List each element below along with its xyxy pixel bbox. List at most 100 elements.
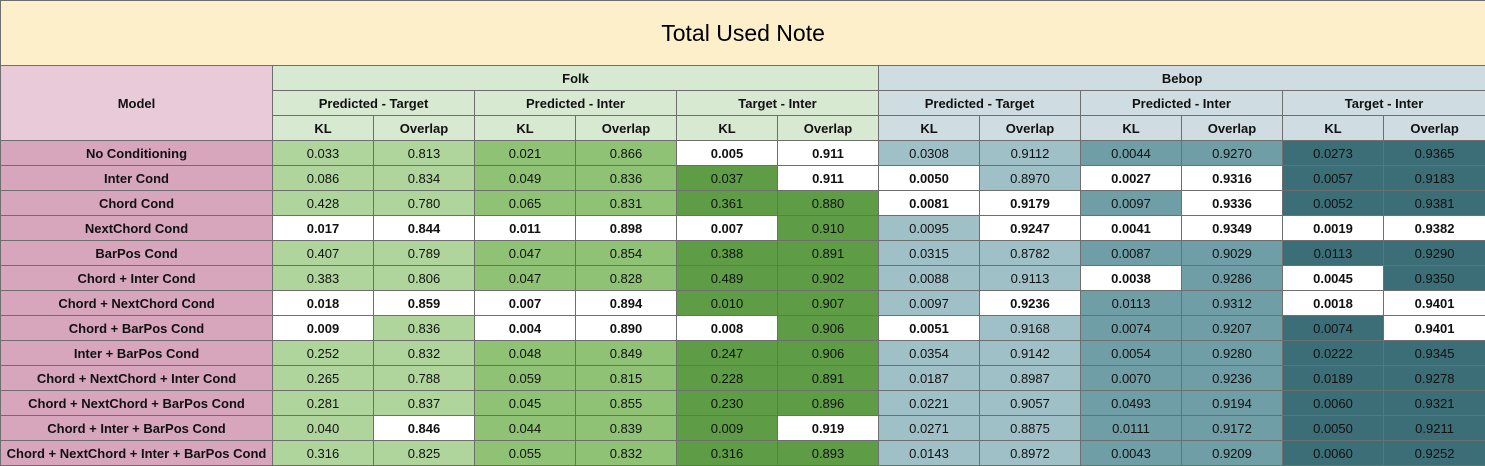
value-cell: 0.891 [777, 240, 879, 266]
value-cell: 0.0054 [1080, 340, 1182, 366]
value-cell: 0.9209 [1181, 440, 1283, 466]
value-cell: 0.9321 [1382, 390, 1485, 416]
value-cell: 0.018 [272, 290, 374, 316]
value-cell: 0.9316 [1181, 165, 1283, 191]
value-cell: 0.906 [777, 315, 879, 341]
metric-header: Overlap [1181, 115, 1283, 141]
value-cell: 0.0087 [1080, 240, 1182, 266]
group-header-bebop: Bebop [877, 65, 1485, 91]
value-cell: 0.891 [777, 365, 879, 391]
value-cell: 0.008 [676, 315, 778, 341]
value-cell: 0.361 [676, 190, 778, 216]
model-column-header: Model [0, 65, 273, 141]
value-cell: 0.839 [575, 415, 677, 441]
value-cell: 0.047 [474, 240, 576, 266]
value-cell: 0.0050 [878, 165, 980, 191]
metric-header: KL [474, 115, 576, 141]
value-cell: 0.033 [272, 140, 374, 166]
value-cell: 0.815 [575, 365, 677, 391]
value-cell: 0.907 [777, 290, 879, 316]
value-cell: 0.8972 [979, 440, 1081, 466]
value-cell: 0.9113 [979, 265, 1081, 291]
metric-header: KL [1282, 115, 1384, 141]
metric-header: KL [272, 115, 374, 141]
value-cell: 0.836 [575, 165, 677, 191]
value-cell: 0.388 [676, 240, 778, 266]
metric-header: KL [676, 115, 778, 141]
value-cell: 0.0273 [1282, 140, 1384, 166]
value-cell: 0.9247 [979, 215, 1081, 241]
value-cell: 0.0074 [1282, 315, 1384, 341]
value-cell: 0.849 [575, 340, 677, 366]
value-cell: 0.9401 [1382, 315, 1485, 341]
value-cell: 0.9207 [1181, 315, 1283, 341]
value-cell: 0.0070 [1080, 365, 1182, 391]
value-cell: 0.0018 [1282, 290, 1384, 316]
value-cell: 0.0038 [1080, 265, 1182, 291]
value-cell: 0.047 [474, 265, 576, 291]
value-cell: 0.0271 [878, 415, 980, 441]
model-name-cell: NextChord Cond [0, 215, 273, 241]
value-cell: 0.854 [575, 240, 677, 266]
value-cell: 0.0354 [878, 340, 980, 366]
value-cell: 0.9401 [1382, 290, 1485, 316]
value-cell: 0.9381 [1382, 190, 1485, 216]
value-cell: 0.0095 [878, 215, 980, 241]
value-cell: 0.252 [272, 340, 374, 366]
metric-header-row: KL Overlap KL Overlap KL Overlap KL Over… [1, 115, 1485, 141]
value-cell: 0.9290 [1382, 240, 1485, 266]
value-cell: 0.0052 [1282, 190, 1384, 216]
value-cell: 0.834 [373, 165, 475, 191]
metric-header: Overlap [777, 115, 879, 141]
value-cell: 0.9179 [979, 190, 1081, 216]
title-row: Total Used Note [0, 0, 1485, 66]
value-cell: 0.048 [474, 340, 576, 366]
model-name-cell: Chord Cond [0, 190, 273, 216]
table-row: Chord + NextChord Cond 0.018 0.859 0.007 0.8… [0, 290, 1485, 316]
value-cell: 0.230 [676, 390, 778, 416]
value-cell: 0.9142 [979, 340, 1081, 366]
model-name-cell: Chord + Inter Cond [0, 265, 273, 291]
value-cell: 0.0222 [1282, 340, 1384, 366]
pair-header: Predicted - Inter [474, 90, 677, 116]
table-row: Chord + BarPos Cond 0.009 0.836 0.004 0.890 0… [0, 315, 1485, 341]
value-cell: 0.0187 [878, 365, 980, 391]
value-cell: 0.894 [575, 290, 677, 316]
model-name-cell: Chord + NextChord + BarPos Cond [0, 390, 273, 416]
value-cell: 0.9252 [1382, 440, 1485, 466]
value-cell: 0.880 [777, 190, 879, 216]
pair-header: Target - Inter [1281, 90, 1485, 116]
value-cell: 0.813 [373, 140, 475, 166]
value-cell: 0.9183 [1382, 165, 1485, 191]
value-cell: 0.0097 [1080, 190, 1182, 216]
value-cell: 0.9365 [1382, 140, 1485, 166]
value-cell: 0.281 [272, 390, 374, 416]
value-cell: 0.044 [474, 415, 576, 441]
value-cell: 0.906 [777, 340, 879, 366]
table-row: Chord Cond 0.428 0.780 0.065 0.831 0.361 0.880… [0, 190, 1485, 216]
table-row: NextChord Cond 0.017 0.844 0.011 0.898 0.007 0… [0, 215, 1485, 241]
value-cell: 0.055 [474, 440, 576, 466]
value-cell: 0.0057 [1282, 165, 1384, 191]
value-cell: 0.0060 [1282, 440, 1384, 466]
value-cell: 0.9312 [1181, 290, 1283, 316]
value-cell: 0.407 [272, 240, 374, 266]
table-row: No Conditioning 0.033 0.813 0.021 0.866 0.005… [0, 140, 1485, 166]
value-cell: 0.0143 [878, 440, 980, 466]
value-cell: 0.040 [272, 415, 374, 441]
table-row: Chord + NextChord + Inter Cond 0.265 0.788… [0, 365, 1485, 391]
value-cell: 0.265 [272, 365, 374, 391]
value-cell: 0.021 [474, 140, 576, 166]
value-cell: 0.9211 [1382, 415, 1485, 441]
metric-header: KL [1080, 115, 1182, 141]
value-cell: 0.846 [373, 415, 475, 441]
value-cell: 0.086 [272, 165, 374, 191]
pair-header: Predicted - Inter [1080, 90, 1283, 116]
metric-header: Overlap [575, 115, 677, 141]
value-cell: 0.859 [373, 290, 475, 316]
value-cell: 0.9172 [1181, 415, 1283, 441]
model-name-cell: Chord + NextChord + Inter Cond [0, 365, 273, 391]
pair-header: Target - Inter [676, 90, 879, 116]
value-cell: 0.837 [373, 390, 475, 416]
model-name-cell: Chord + Inter + BarPos Cond [0, 415, 273, 441]
